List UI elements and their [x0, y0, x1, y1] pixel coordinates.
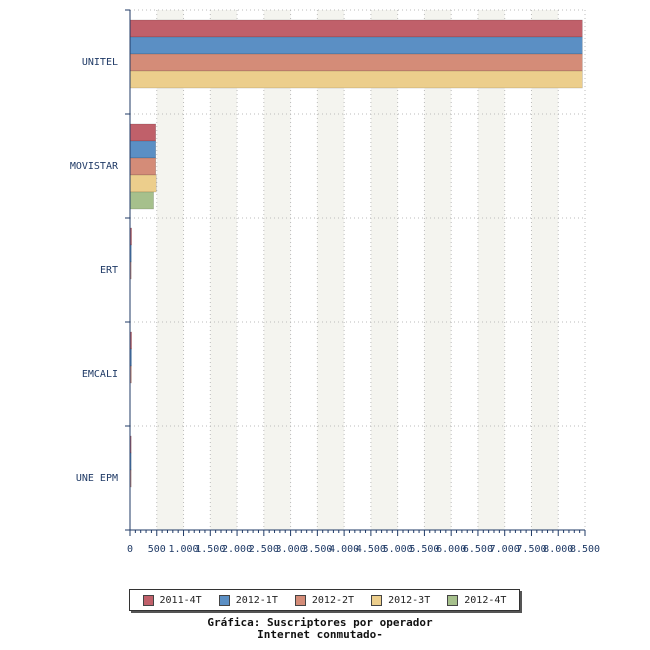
x-tick-label: 4.000	[329, 544, 359, 555]
legend-swatch	[447, 594, 459, 606]
category-label: MOVISTAR	[70, 161, 119, 172]
caption-line-2: Internet conmutado-	[257, 628, 383, 641]
x-tick-label: 3.000	[276, 544, 306, 555]
category-label: ERT	[100, 265, 118, 276]
grid-band	[156, 10, 184, 530]
x-tick-label: 500	[148, 544, 166, 555]
legend-label: 2012-1T	[235, 594, 278, 606]
bar-unitel-2011-4t	[129, 19, 583, 38]
x-tick-label: 7.500	[516, 544, 546, 555]
category-label: EMCALI	[82, 369, 118, 380]
x-tick-label: 8.000	[543, 544, 573, 555]
legend-swatch	[294, 594, 306, 606]
grid-band	[317, 10, 345, 530]
legend-label: 2012-3T	[388, 594, 431, 606]
x-tick-label: 0	[127, 544, 133, 555]
bar-movistar-2012-4t	[129, 191, 154, 210]
x-tick-label: 2.500	[249, 544, 279, 555]
legend-item: 2012-4T	[447, 594, 507, 606]
x-tick-label: 6.000	[436, 544, 466, 555]
category-label: UNE EPM	[76, 473, 118, 484]
category-label: UNITEL	[82, 57, 118, 68]
x-tick-label: 8.500	[570, 544, 600, 555]
x-tick-label: 5.000	[383, 544, 413, 555]
legend-swatch	[142, 594, 154, 606]
bar-movistar-2011-4t	[129, 123, 156, 142]
bar-unitel-2012-2t	[129, 53, 583, 72]
chart-caption: Gráfica: Suscriptores por operador Inter…	[0, 617, 640, 641]
x-tick-label: 2.000	[222, 544, 252, 555]
grid-band	[370, 10, 398, 530]
x-tick-label: 3.500	[302, 544, 332, 555]
caption-line-1: Gráfica: Suscriptores por operador	[207, 616, 433, 629]
x-tick-label: 6.500	[463, 544, 493, 555]
legend-item: 2012-3T	[371, 594, 431, 606]
x-tick-label: 5.500	[409, 544, 439, 555]
legend-swatch	[371, 594, 383, 606]
legend-item: 2012-1T	[218, 594, 278, 606]
legend-label: 2012-2T	[311, 594, 355, 606]
x-tick-label: 4.500	[356, 544, 386, 555]
legend-swatch	[218, 594, 230, 606]
grid-band	[210, 10, 238, 530]
bar-unitel-2012-3t	[129, 70, 583, 89]
x-tick-label: 7.000	[490, 544, 520, 555]
bar-movistar-2012-1t	[129, 140, 156, 159]
legend-label: 2012-4T	[464, 594, 507, 606]
bar-unitel-2012-1t	[129, 36, 583, 55]
legend-label: 2011-4T	[159, 594, 202, 606]
grid-band	[477, 10, 505, 530]
grid-band	[263, 10, 291, 530]
bar-movistar-2012-3t	[129, 174, 157, 193]
bar-movistar-2012-2t	[129, 157, 156, 176]
legend-item: 2012-2T	[294, 594, 355, 606]
legend-item: 2011-4T	[142, 594, 202, 606]
x-tick-label: 1.000	[168, 544, 198, 555]
chart-legend: 2011-4T 2012-1T 2012-2T 2012-3T 2012-4T	[129, 589, 520, 611]
grid-band	[531, 10, 559, 530]
x-tick-label: 1.500	[195, 544, 225, 555]
grid-band	[424, 10, 452, 530]
